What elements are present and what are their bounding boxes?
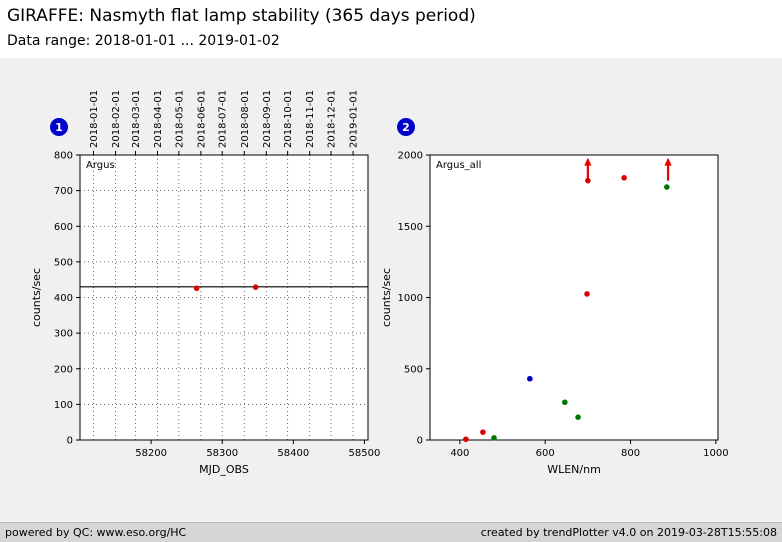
chart-argus: 58200 58300 58400 58500 0 100 200 300 400 500 600 7… bbox=[30, 90, 381, 476]
footer-powered-by: powered by QC: www.eso.org/HC bbox=[5, 526, 187, 539]
data-point bbox=[584, 291, 590, 297]
y-tick-label: 500 bbox=[54, 257, 73, 268]
x-axis-label: MJD_OBS bbox=[199, 463, 249, 476]
data-point bbox=[252, 284, 259, 290]
saturation-arrow-head bbox=[584, 157, 592, 166]
plot-number-badge-1: 1 bbox=[50, 118, 68, 136]
y-axis-label: counts/sec bbox=[380, 268, 393, 327]
footer-created-by: created by trendPlotter v4.0 on 2019-03-… bbox=[480, 526, 777, 539]
y-tick-label: 400 bbox=[54, 293, 73, 304]
y-tick-label: 100 bbox=[54, 400, 73, 411]
data-point bbox=[621, 175, 627, 181]
header: GIRAFFE: Nasmyth flat lamp stability (36… bbox=[0, 0, 782, 58]
y-tick-label: 200 bbox=[54, 364, 73, 375]
plot-number-badge-2: 2 bbox=[397, 118, 415, 136]
x-tick-label: 1000 bbox=[703, 448, 728, 459]
chart-argus-all: 400 600 800 1000 0 500 1000 1500 2000 WLEN/nm coun… bbox=[380, 151, 729, 477]
top-date-label: 2018-11-01 bbox=[305, 90, 316, 148]
y-tick-label: 600 bbox=[54, 222, 73, 233]
top-date-label: 2018-01-01 bbox=[89, 90, 100, 148]
x-tick-label: 800 bbox=[621, 448, 640, 459]
y-tick-label: 300 bbox=[54, 329, 73, 340]
y-tick-label: 0 bbox=[67, 436, 73, 447]
y-tick-label: 0 bbox=[417, 436, 423, 447]
data-point bbox=[562, 399, 568, 406]
data-point bbox=[480, 429, 486, 435]
y-tick-label: 700 bbox=[54, 186, 73, 197]
y-tick-label: 1500 bbox=[398, 222, 423, 233]
plot-number-badge-1-label: 1 bbox=[55, 120, 63, 134]
x-tick-label: 58300 bbox=[206, 448, 238, 459]
y-tick-label: 2000 bbox=[398, 151, 423, 162]
top-date-label: 2018-06-01 bbox=[196, 90, 207, 148]
top-date-label: 2018-03-01 bbox=[131, 90, 142, 148]
y-tick-label: 500 bbox=[404, 364, 423, 375]
top-date-label: 2018-05-01 bbox=[174, 90, 185, 148]
y-axis-label: counts/sec bbox=[30, 268, 43, 327]
plot-number-badge-2-label: 2 bbox=[402, 120, 410, 134]
data-range-subtitle: Data range: 2018-01-01 ... 2019-01-02 bbox=[7, 33, 280, 49]
top-date-label: 2018-12-01 bbox=[327, 90, 338, 148]
page-title: GIRAFFE: Nasmyth flat lamp stability (36… bbox=[7, 6, 476, 26]
data-point bbox=[193, 285, 200, 292]
x-tick-label: 600 bbox=[536, 448, 555, 459]
top-date-label: 2018-02-01 bbox=[111, 90, 122, 148]
top-date-label: 2018-07-01 bbox=[218, 90, 229, 148]
plot-area bbox=[430, 155, 718, 440]
data-point bbox=[664, 184, 670, 190]
saturation-arrow-head bbox=[664, 157, 672, 166]
x-axis-label: WLEN/nm bbox=[547, 463, 601, 476]
top-date-label: 2018-04-01 bbox=[153, 90, 164, 148]
y-tick-label: 1000 bbox=[398, 293, 423, 304]
footer: powered by QC: www.eso.org/HC created by… bbox=[0, 522, 782, 542]
top-date-label: 2018-09-01 bbox=[262, 90, 273, 148]
series-label: Argus_all bbox=[436, 160, 481, 171]
top-date-label: 2018-10-01 bbox=[283, 90, 294, 148]
data-point bbox=[463, 436, 469, 443]
y-tick-label: 800 bbox=[54, 151, 73, 162]
x-tick-label: 58200 bbox=[135, 448, 167, 459]
data-point bbox=[585, 177, 591, 184]
series-label: Argus bbox=[86, 160, 115, 171]
data-point bbox=[491, 435, 497, 441]
x-tick-label: 400 bbox=[450, 448, 469, 459]
top-date-label: 2019-01-01 bbox=[349, 90, 360, 148]
data-point bbox=[575, 414, 581, 421]
x-tick-label: 58400 bbox=[277, 448, 309, 459]
data-point bbox=[527, 375, 533, 382]
x-tick-label: 58500 bbox=[349, 448, 381, 459]
top-date-label: 2018-08-01 bbox=[240, 90, 251, 148]
